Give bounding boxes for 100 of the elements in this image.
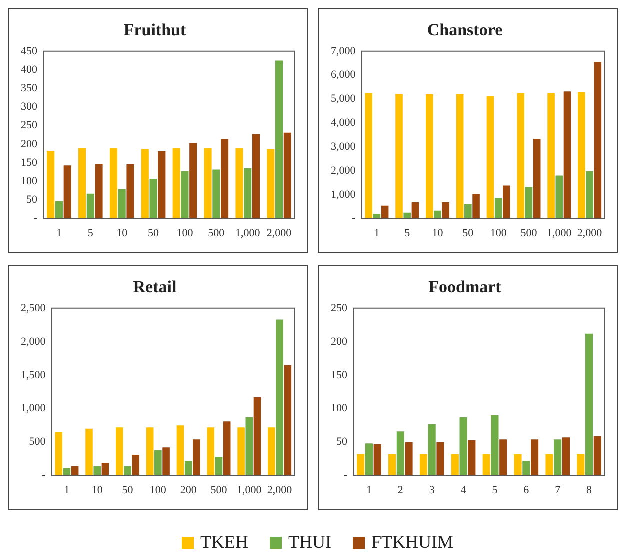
bar <box>116 428 124 476</box>
bar <box>47 151 55 219</box>
y-tick-label: 50 <box>26 194 38 206</box>
x-tick-label: 500 <box>210 484 228 496</box>
bar <box>548 93 555 219</box>
bar <box>207 428 215 476</box>
legend-label: FTKHUIM <box>371 532 454 553</box>
bar <box>244 168 252 219</box>
bar <box>564 92 572 219</box>
bar <box>268 428 276 476</box>
y-tick-label: 450 <box>21 45 38 58</box>
bar <box>486 96 494 219</box>
bar <box>252 134 260 219</box>
y-tick-label: 250 <box>331 302 348 314</box>
y-tick-label: 4,000 <box>331 117 356 130</box>
bar <box>190 143 198 219</box>
y-tick-label: 2,000 <box>21 336 46 348</box>
bar <box>434 210 442 219</box>
bar <box>428 424 436 476</box>
bar <box>500 440 508 476</box>
chart-title: Fruithut <box>124 20 187 40</box>
bar <box>94 466 102 476</box>
x-tick-label: 50 <box>462 227 474 240</box>
bar <box>357 454 365 476</box>
bar <box>223 422 231 476</box>
chart-title: Retail <box>133 278 177 297</box>
bar <box>95 164 103 219</box>
x-tick-label: 1 <box>64 484 70 496</box>
bar <box>236 148 244 219</box>
x-tick-label: 8 <box>586 484 593 496</box>
bar <box>426 94 434 219</box>
x-tick-label: 50 <box>122 484 134 496</box>
bar <box>193 440 200 476</box>
bar <box>586 171 594 219</box>
bar <box>150 178 158 219</box>
bar <box>373 214 381 219</box>
x-tick-label: 1 <box>56 227 62 240</box>
bar <box>102 463 110 476</box>
y-tick-label: 150 <box>331 369 348 382</box>
x-tick-label: 50 <box>148 227 160 240</box>
bar <box>533 139 541 219</box>
bar <box>284 365 292 476</box>
bar <box>594 62 602 219</box>
bar <box>154 450 162 476</box>
x-tick-label: 500 <box>208 227 226 240</box>
x-tick-label: 2,000 <box>267 484 293 496</box>
bar <box>162 448 170 476</box>
y-tick-label: 100 <box>331 402 348 415</box>
y-tick-label: 300 <box>21 101 38 114</box>
bar <box>472 194 480 219</box>
y-tick-label: - <box>42 470 46 482</box>
bar <box>514 454 522 476</box>
bar <box>577 454 585 476</box>
x-tick-label: 1 <box>366 484 372 496</box>
y-tick-label: 2,500 <box>21 302 46 314</box>
chart-title: Foodmart <box>428 278 502 297</box>
bar <box>396 94 403 219</box>
x-tick-label: 100 <box>150 484 167 496</box>
bar <box>267 149 275 219</box>
y-tick-label: 50 <box>336 436 348 448</box>
x-tick-label: 10 <box>92 484 104 496</box>
bar <box>388 454 396 476</box>
x-tick-label: 3 <box>429 484 436 496</box>
bar <box>412 202 420 219</box>
x-tick-label: 7 <box>555 484 562 496</box>
chart-title: Chanstore <box>427 20 504 40</box>
y-tick-label: 200 <box>21 138 38 150</box>
x-tick-label: 4 <box>460 484 467 496</box>
x-tick-label: 100 <box>490 227 508 240</box>
bar <box>276 320 284 476</box>
bar <box>212 170 220 219</box>
bar <box>464 204 472 219</box>
y-tick-label: - <box>344 470 348 482</box>
bar <box>181 172 189 219</box>
bar <box>86 428 93 476</box>
bar <box>531 440 539 476</box>
bar <box>71 466 79 476</box>
bar <box>184 461 192 476</box>
bar <box>396 432 404 476</box>
bar <box>482 454 490 476</box>
x-tick-label: 1,000 <box>237 484 262 496</box>
bar <box>494 198 502 219</box>
bar <box>517 93 525 219</box>
bar <box>468 440 476 476</box>
y-tick-label: 200 <box>331 336 348 348</box>
bar <box>55 432 62 476</box>
bar <box>118 189 126 219</box>
bar <box>374 444 382 476</box>
bar <box>124 466 132 476</box>
bar <box>126 164 134 219</box>
bar <box>221 139 229 219</box>
bar <box>594 436 602 476</box>
y-tick-label: - <box>34 212 38 225</box>
bar <box>246 418 254 476</box>
y-tick-label: 6,000 <box>331 69 356 82</box>
bar <box>381 206 389 219</box>
x-tick-label: 200 <box>180 484 198 496</box>
bar <box>141 149 149 219</box>
y-tick-label: 500 <box>29 436 46 448</box>
y-tick-label: 1,000 <box>331 188 356 201</box>
